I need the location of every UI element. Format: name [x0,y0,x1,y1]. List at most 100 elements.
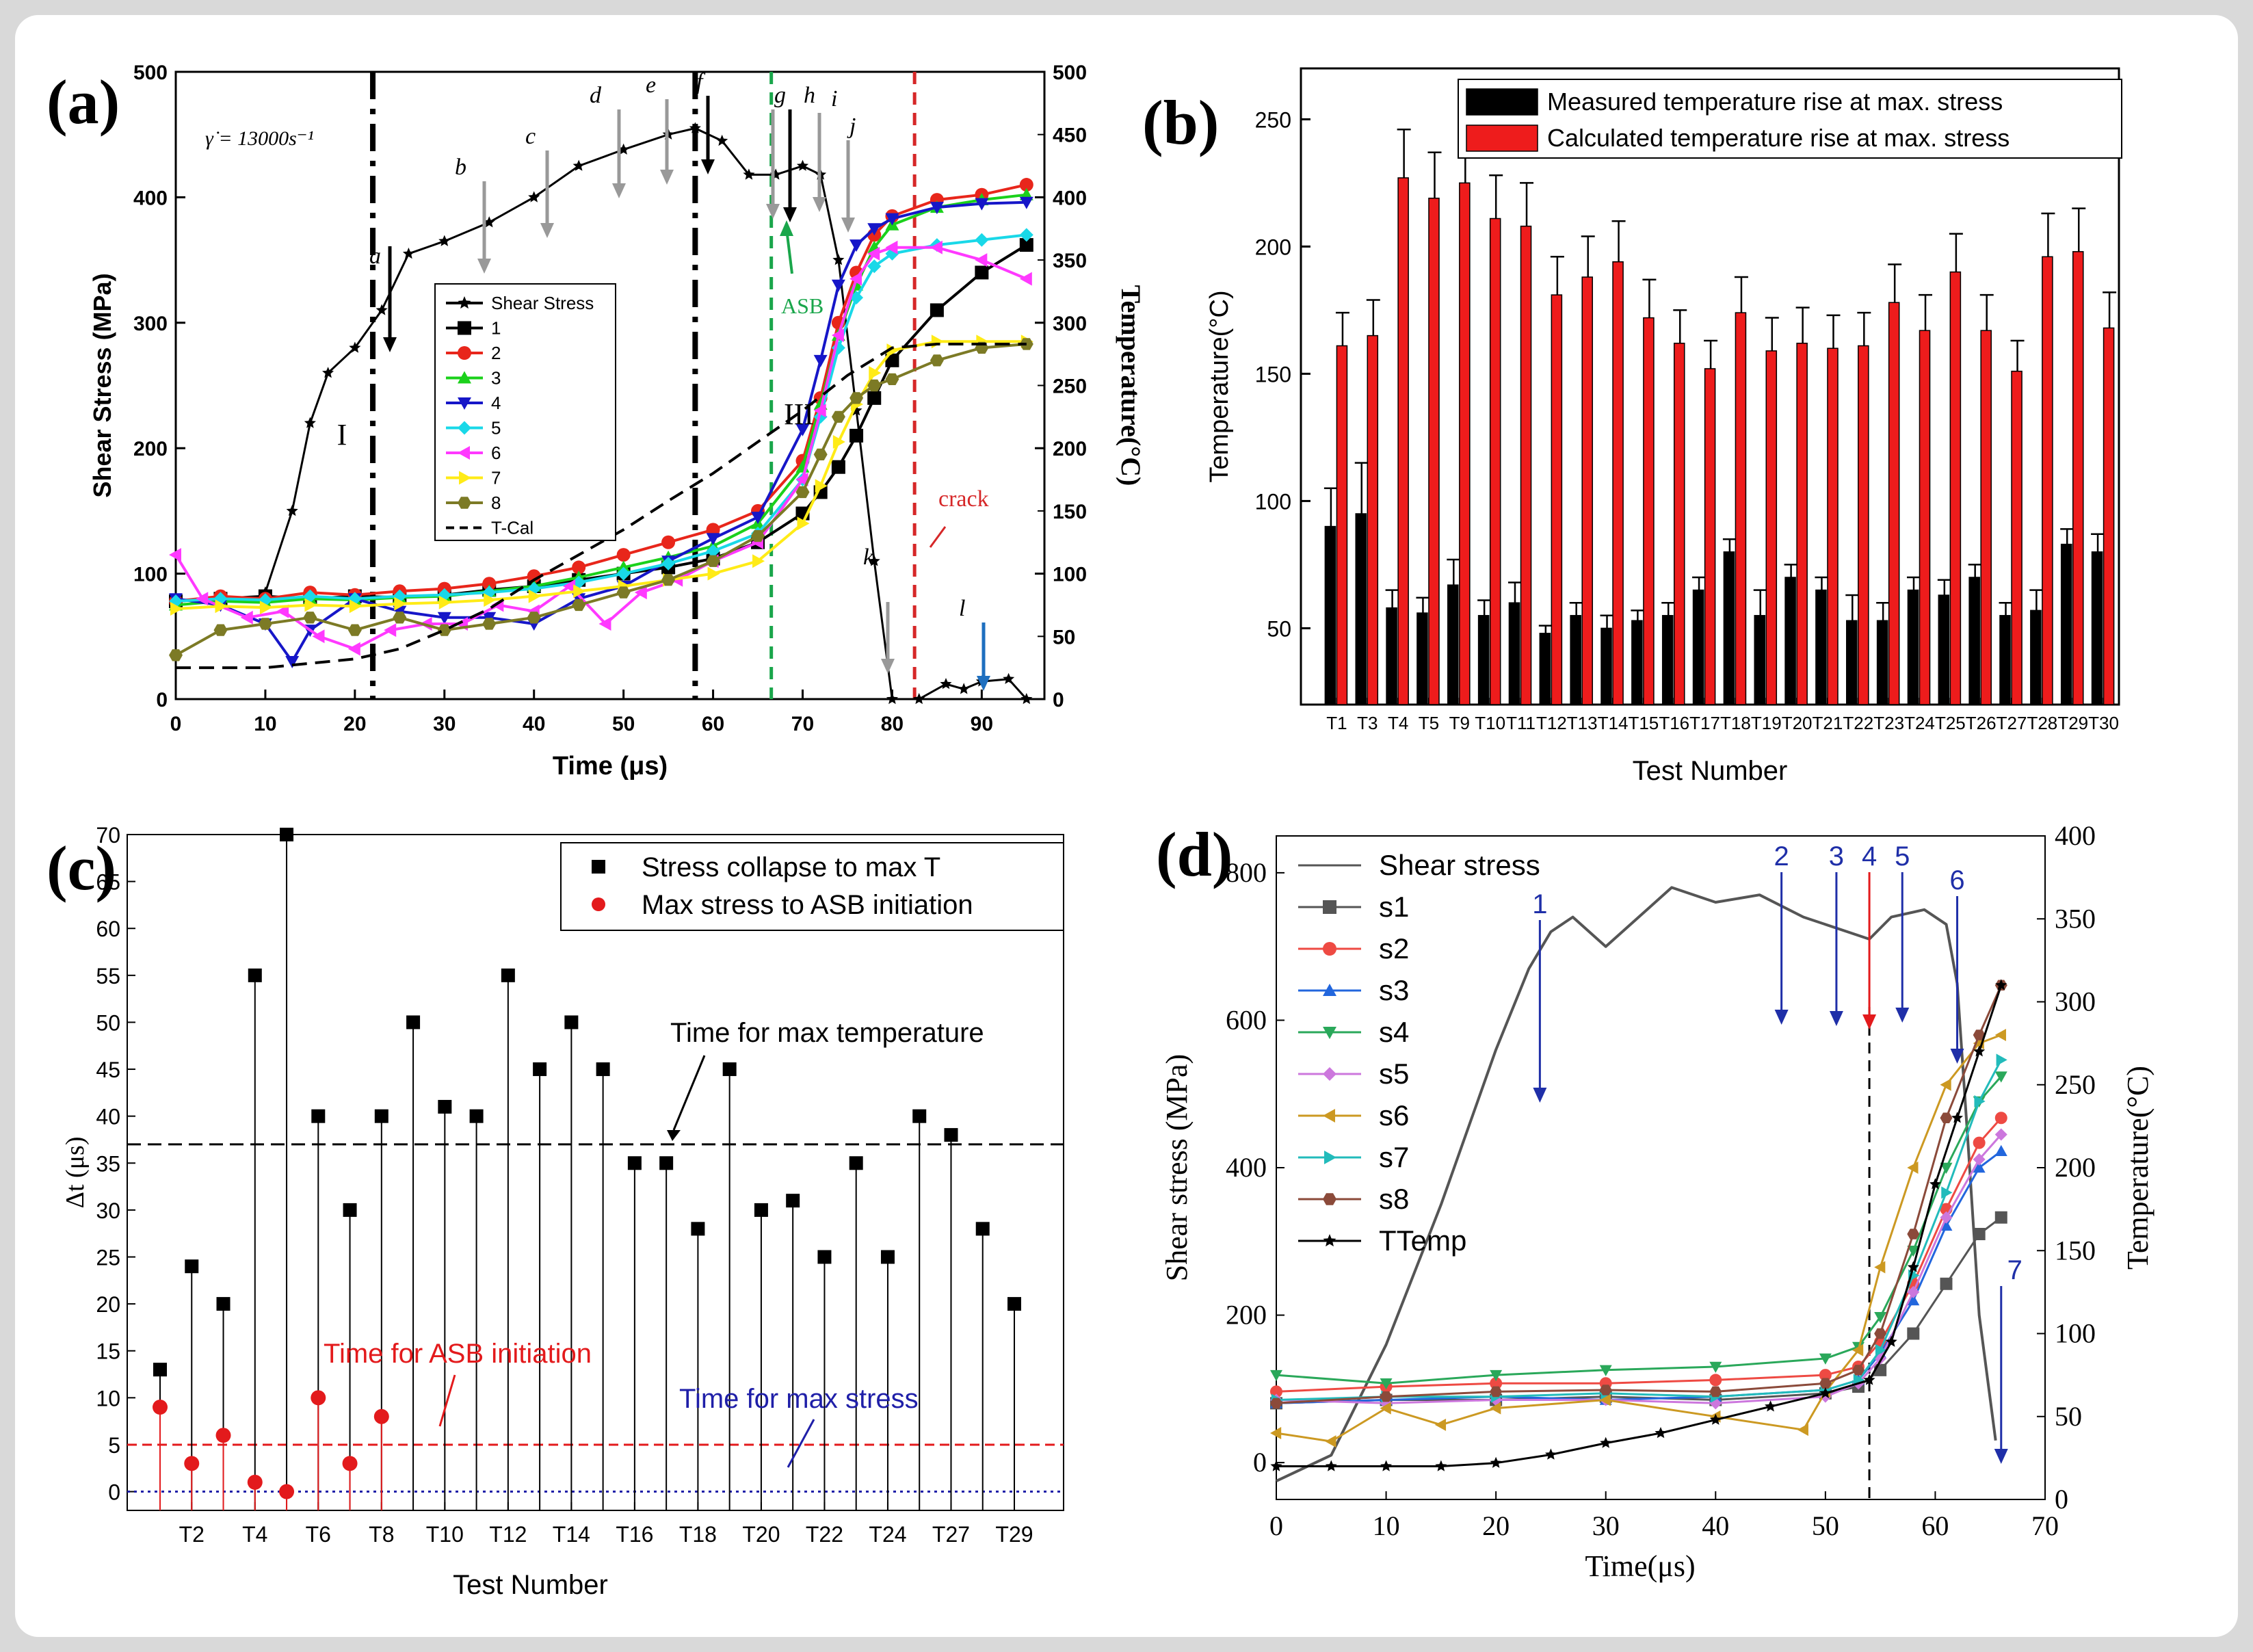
bar-Calculated temperature rise at max. stress [2011,370,2023,705]
data-point-s6 [1994,1029,2006,1041]
bar-Calculated temperature rise at max. stress [1367,335,1379,705]
bar-Measured temperature rise at max. stress [1539,633,1551,705]
legend-label: 1 [491,318,501,339]
data-point-Shear Stress [322,367,334,378]
y2-tick-label: 250 [1053,376,1087,398]
data-point-s3 [1973,1162,1986,1173]
data-point-s5 [1973,1153,1986,1166]
data-point-stress-collapse [975,1222,990,1236]
data-point-Shear Stress [796,159,809,171]
data-point-Shear Stress [572,159,585,171]
data-point-s3 [1907,1294,1920,1306]
y-tick-label: 100 [1255,489,1291,514]
data-point-TTemp [1765,1400,1777,1412]
data-point-stress-collapse [596,1062,610,1077]
data-point-TTemp [1325,1460,1337,1471]
asb-arrow-head [780,220,793,236]
annotation-arrow-head [881,659,895,674]
x-tick-label: T8 [369,1522,394,1547]
annotation-arrow-head [813,197,826,212]
data-point-8 [527,612,541,624]
data-point-8 [795,486,810,499]
bar-Calculated temperature rise at max. stress [2072,251,2084,705]
bar-Measured temperature rise at max. stress [1324,525,1336,705]
data-point-Shear Stress [940,678,952,690]
data-point-7 [886,343,899,358]
legend-marker [1323,984,1336,996]
data-point-8 [930,354,944,367]
data-point-s6 [1852,1343,1864,1356]
data-point-4 [795,423,810,436]
data-point-TTemp [1544,1448,1557,1460]
data-point-6 [240,610,253,625]
data-point-Shear Stress [716,134,728,146]
y2-tick-label: 450 [1053,124,1087,147]
bar-Calculated temperature rise at max. stress [2042,256,2053,705]
crack-label: crack [938,486,989,512]
point-annotation-j: j [847,114,856,139]
bar-Measured temperature rise at max. stress [1815,589,1827,705]
y-tick-label: 0 [156,689,168,711]
legend-marker [1323,1193,1336,1205]
bar-Calculated temperature rise at max. stress [1612,261,1624,705]
legend-label: Measured temperature rise at max. stress [1547,88,2003,116]
bar-Measured temperature rise at max. stress [1754,615,1766,705]
data-point-7 [832,435,845,449]
data-point-7 [215,599,228,614]
data-point-s1 [1907,1327,1920,1340]
data-point-4 [849,239,864,252]
data-point-8 [885,373,899,385]
data-point-TTemp [1709,1413,1722,1425]
data-point-s4 [1874,1312,1887,1324]
x-tick-label: 40 [1702,1510,1729,1541]
arrow-label-3: 3 [1829,841,1844,871]
y2-tick-label: 150 [1053,501,1087,523]
x-tick-label: T10 [426,1522,464,1547]
data-point-Shear Stress [1020,693,1033,705]
data-point-6 [813,404,826,418]
bar-Calculated temperature rise at max. stress [1858,345,1869,705]
bar-Measured temperature rise at max. stress [1784,577,1796,705]
data-point-8 [831,410,845,423]
bar-Calculated temperature rise at max. stress [1581,276,1593,705]
bar-Calculated temperature rise at max. stress [1827,348,1839,705]
data-point-stress-collapse [533,1062,547,1077]
y-tick-label: 500 [133,62,168,84]
data-point-7 [815,479,828,493]
data-point-8 [169,649,183,661]
x-tick-label: T16 [616,1522,653,1547]
bar-Measured temperature rise at max. stress [1723,551,1735,705]
panel-label-d: (d) [1156,820,1233,889]
data-point-s4 [1994,1071,2007,1083]
data-point-stress-collapse [248,968,262,982]
bar-Measured temperature rise at max. stress [1938,594,1950,705]
region-label: III [784,397,814,431]
data-point-2 [572,560,586,575]
data-point-8 [482,618,497,630]
plot-frame [127,834,1064,1511]
y2-tick-label: 100 [1053,564,1087,586]
data-point-Shear Stress [958,683,970,694]
data-point-5 [706,544,720,558]
data-point-s5 [1709,1397,1722,1410]
bar-Measured temperature rise at max. stress [2030,609,2042,705]
y2-tick-label: 200 [2055,1152,2096,1183]
data-point-s7 [1941,1186,1953,1199]
data-point-6 [312,629,325,644]
series-Shear stress [1276,886,1997,1482]
bar-Measured temperature rise at max. stress [2091,551,2103,705]
y-tick-label: 50 [96,1010,120,1035]
y-tick-label: 200 [1255,235,1291,259]
data-point-8 [849,392,864,404]
bar-Calculated temperature rise at max. stress [1489,218,1501,705]
annotation-arrow-head [612,183,626,198]
x-tick-label: T3 [1357,713,1378,733]
data-point-s6 [1490,1402,1501,1415]
point-annotation-g: g [774,83,786,108]
x-tick-label: T29 [995,1522,1033,1547]
legend-label: s7 [1379,1141,1409,1173]
y-tick-label: 50 [1267,616,1291,641]
arrow-label-6: 6 [1949,865,1964,895]
legend-swatch [1466,88,1538,116]
data-point-8 [393,612,407,624]
